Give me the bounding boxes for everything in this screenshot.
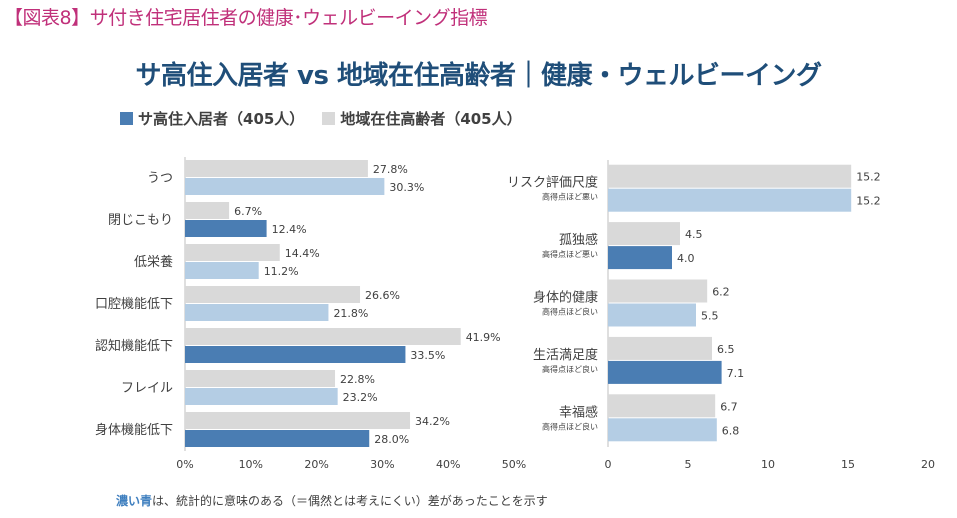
data-label-series2: 14.4% xyxy=(285,247,320,260)
data-label-series2: 15.2 xyxy=(856,171,881,184)
bar-series2 xyxy=(608,222,680,246)
data-label-series2: 4.5 xyxy=(685,228,703,241)
bar-series1 xyxy=(185,388,338,405)
bar-series2 xyxy=(185,202,230,219)
category-label: 身体的健康 xyxy=(533,290,598,306)
data-label-series2: 6.7% xyxy=(234,205,262,218)
data-label-series1: 11.2% xyxy=(264,265,299,278)
bar-series1 xyxy=(608,360,722,384)
category-label: 孤独感 xyxy=(559,232,598,248)
bar-series1 xyxy=(185,430,370,447)
category-label: 身体機能低下 xyxy=(95,422,173,438)
category-sublabel: 高得点ほど悪い xyxy=(542,192,598,202)
bar-series1 xyxy=(608,418,717,442)
legend-item-series1: サ高住入居者（405人） xyxy=(120,108,304,129)
bar-series1 xyxy=(185,220,267,237)
x-tick-label: 5 xyxy=(685,458,692,471)
data-label-series2: 6.7 xyxy=(720,400,738,413)
x-tick-label: 10% xyxy=(239,458,263,471)
footnote: 濃い青は、統計的に意味のある（＝偶然とは考えにくい）差があったことを示す xyxy=(116,492,548,509)
bar-series2 xyxy=(608,394,716,418)
data-label-series2: 6.5 xyxy=(717,343,735,356)
data-label-series1: 30.3% xyxy=(389,181,424,194)
chart-title: サ高住入居者 vs 地域在住高齢者｜健康・ウェルビーイング xyxy=(135,61,822,91)
category-sublabel: 高得点ほど悪い xyxy=(542,249,598,259)
category-sublabel: 高得点ほど良い xyxy=(542,364,598,374)
legend-label-series1: サ高住入居者（405人） xyxy=(138,110,305,128)
x-tick-label: 40% xyxy=(436,458,460,471)
footnote-emphasis: 濃い青 xyxy=(116,494,153,508)
x-tick-label: 20% xyxy=(304,458,328,471)
legend: サ高住入居者（405人） 地域在住高齢者（405人） xyxy=(120,108,540,129)
bar-series2 xyxy=(608,336,712,360)
bar-series1 xyxy=(608,303,696,327)
category-label: 認知機能低下 xyxy=(95,338,173,354)
legend-item-series2: 地域在住高齢者（405人） xyxy=(322,108,522,129)
category-label: 幸福感 xyxy=(559,404,598,420)
x-tick-label: 20 xyxy=(921,458,935,471)
bar-series1 xyxy=(185,304,329,321)
data-label-series1: 5.5 xyxy=(701,310,719,323)
data-label-series2: 22.8% xyxy=(340,373,375,386)
bar-series2 xyxy=(185,244,280,261)
category-label: リスク評価尺度 xyxy=(507,175,598,191)
category-label: 生活満足度 xyxy=(533,347,598,363)
data-label-series1: 7.1 xyxy=(727,367,745,380)
category-label: フレイル xyxy=(121,381,173,396)
bar-series2 xyxy=(185,412,411,429)
bar-series2 xyxy=(185,328,461,345)
x-tick-label: 30% xyxy=(370,458,394,471)
data-label-series1: 23.2% xyxy=(343,391,378,404)
category-label: うつ xyxy=(147,171,173,186)
x-tick-label: 10 xyxy=(761,458,775,471)
data-label-series2: 6.2 xyxy=(712,286,730,299)
bar-series1 xyxy=(608,188,852,212)
category-sublabel: 高得点ほど良い xyxy=(542,421,598,431)
category-label: 口腔機能低下 xyxy=(95,297,173,312)
data-label-series1: 6.8 xyxy=(722,424,740,437)
bar-series1 xyxy=(185,178,385,195)
bar-series2 xyxy=(185,370,336,387)
bar-series2 xyxy=(608,164,852,188)
x-tick-label: 0% xyxy=(176,458,193,471)
data-label-series2: 26.6% xyxy=(365,289,400,302)
bar-series1 xyxy=(185,346,406,363)
bar-series2 xyxy=(608,279,708,303)
bar-series1 xyxy=(185,262,259,279)
data-label-series1: 12.4% xyxy=(272,223,307,236)
data-label-series1: 15.2 xyxy=(856,195,881,208)
x-tick-label: 50% xyxy=(502,458,526,471)
data-label-series2: 34.2% xyxy=(415,415,450,428)
data-label-series1: 28.0% xyxy=(374,433,409,446)
category-label: 低栄養 xyxy=(134,254,173,270)
figure-label: 【図表8】サ付き住宅居住者の健康･ウェルビーイング指標 xyxy=(4,7,488,29)
legend-label-series2: 地域在住高齢者（405人） xyxy=(340,110,522,128)
bar-series1 xyxy=(608,246,672,270)
legend-swatch-series1 xyxy=(120,112,133,125)
data-label-series1: 21.8% xyxy=(333,307,368,320)
x-tick-label: 0 xyxy=(605,458,612,471)
data-label-series2: 27.8% xyxy=(373,163,408,176)
data-label-series2: 41.9% xyxy=(466,331,501,344)
data-label-series1: 33.5% xyxy=(410,349,445,362)
category-sublabel: 高得点ほど良い xyxy=(542,307,598,317)
bar-series2 xyxy=(185,160,368,177)
bar-series2 xyxy=(185,286,361,303)
x-tick-label: 15 xyxy=(841,458,855,471)
legend-swatch-series2 xyxy=(322,112,336,125)
footnote-text: は、統計的に意味のある（＝偶然とは考えにくい）差があったことを示す xyxy=(152,494,548,508)
category-label: 閉じこもり xyxy=(108,213,173,228)
data-label-series1: 4.0 xyxy=(677,252,695,265)
